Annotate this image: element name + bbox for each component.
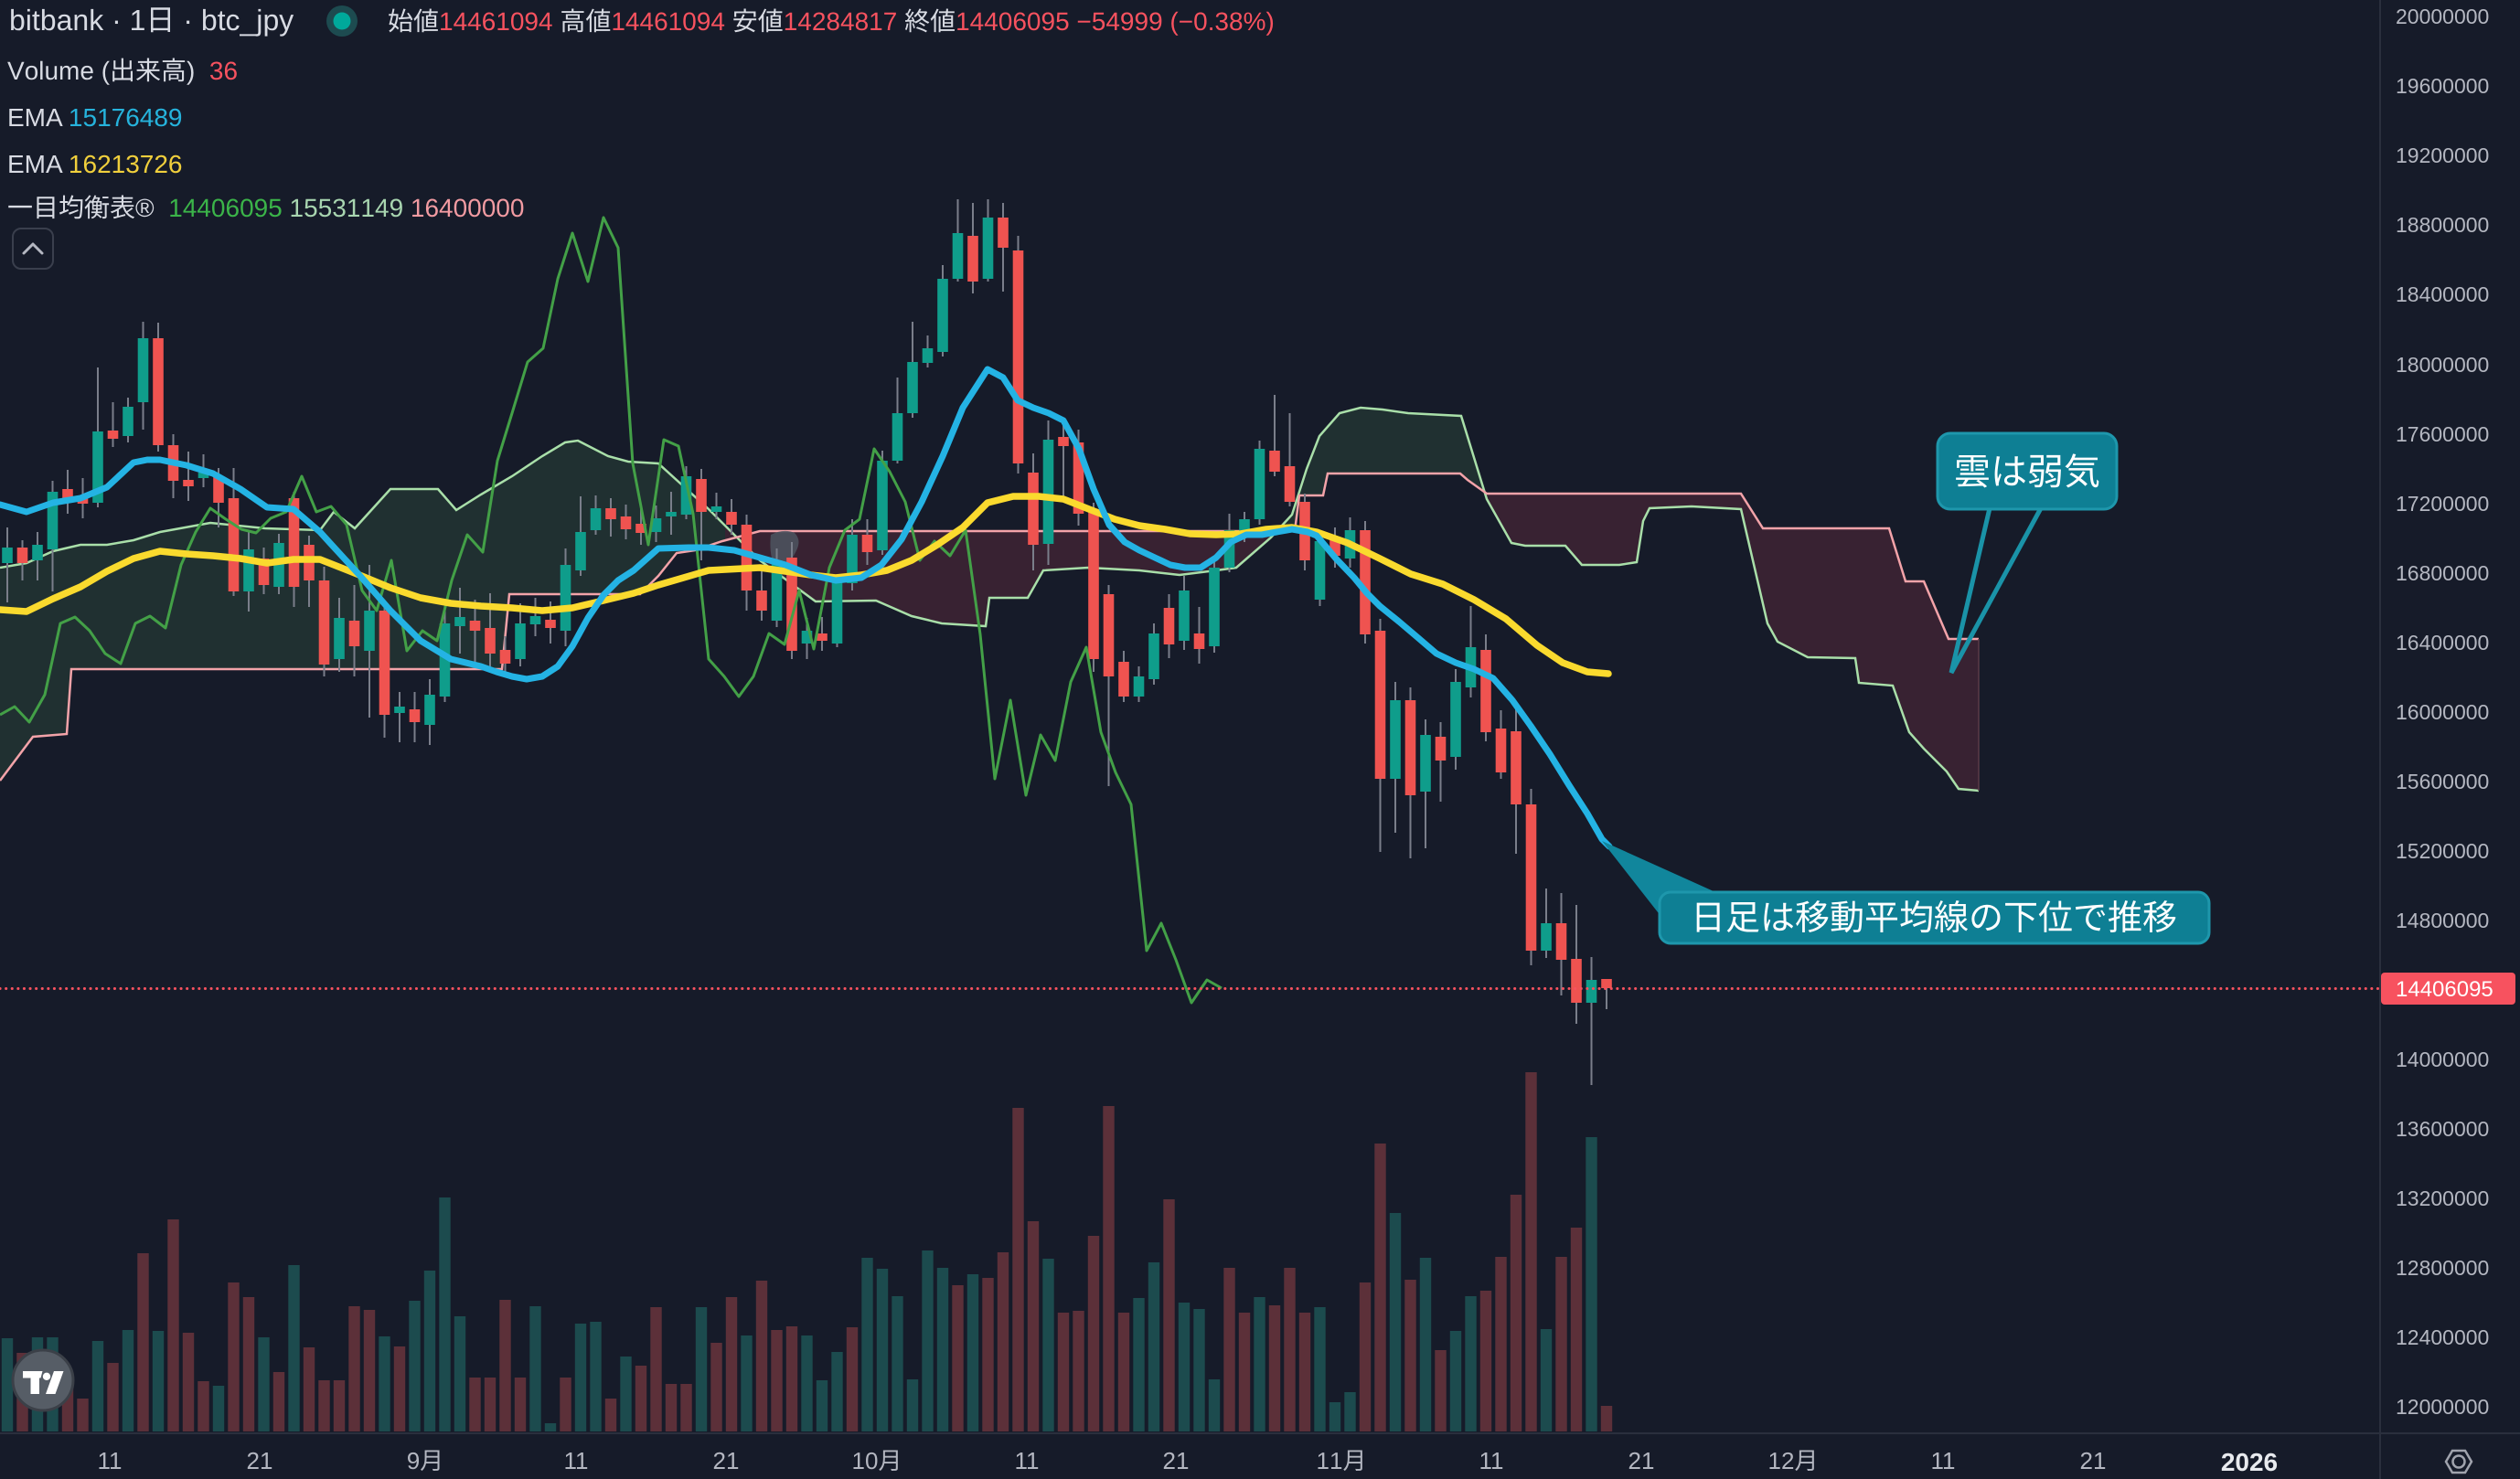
svg-text:13200000: 13200000 [2396,1186,2489,1210]
svg-text:21: 21 [2080,1447,2107,1474]
svg-text:2026: 2026 [2221,1448,2278,1476]
svg-text:18800000: 18800000 [2396,213,2489,237]
svg-text:11: 11 [98,1447,123,1474]
svg-text:21: 21 [1163,1447,1190,1474]
svg-text:12000000: 12000000 [2396,1395,2489,1419]
svg-text:16800000: 16800000 [2396,561,2489,585]
svg-text:11: 11 [564,1447,589,1474]
svg-text:13600000: 13600000 [2396,1117,2489,1141]
svg-text:14800000: 14800000 [2396,909,2489,932]
svg-text:20000000: 20000000 [2396,5,2489,28]
svg-text:16400000: 16400000 [2396,631,2489,654]
svg-text:21: 21 [1628,1447,1655,1474]
svg-text:EMA 16213726: EMA 16213726 [7,150,183,178]
svg-text:12400000: 12400000 [2396,1325,2489,1349]
svg-text:18000000: 18000000 [2396,353,2489,377]
svg-text:14000000: 14000000 [2396,1048,2489,1071]
svg-text:18400000: 18400000 [2396,282,2489,306]
svg-text:16000000: 16000000 [2396,700,2489,724]
svg-text:17200000: 17200000 [2396,492,2489,516]
svg-text:15600000: 15600000 [2396,770,2489,793]
svg-text:12800000: 12800000 [2396,1256,2489,1280]
svg-text:19200000: 19200000 [2396,144,2489,167]
svg-text:14406095: 14406095 [2396,977,2493,1002]
svg-text:11: 11 [1931,1447,1956,1474]
svg-text:19600000: 19600000 [2396,74,2489,98]
svg-text:21: 21 [247,1447,273,1474]
svg-text:15200000: 15200000 [2396,839,2489,863]
svg-text:21: 21 [713,1447,740,1474]
svg-text:17600000: 17600000 [2396,422,2489,446]
svg-text:EMA 15176489: EMA 15176489 [7,103,183,132]
svg-text:11: 11 [1015,1447,1040,1474]
svg-text:11: 11 [1479,1447,1504,1474]
